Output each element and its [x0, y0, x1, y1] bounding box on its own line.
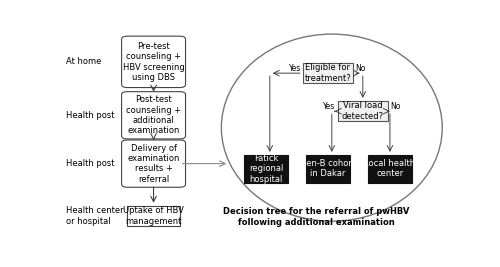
Text: Delivery of
examination
results +
referral: Delivery of examination results + referr…	[128, 144, 180, 184]
FancyBboxPatch shape	[368, 155, 412, 183]
Text: At home: At home	[66, 57, 102, 66]
FancyBboxPatch shape	[244, 155, 288, 183]
FancyBboxPatch shape	[122, 36, 186, 88]
FancyBboxPatch shape	[338, 101, 388, 121]
Text: Uptake of HBV
management: Uptake of HBV management	[123, 206, 184, 226]
Text: Eligible for
treatment?: Eligible for treatment?	[304, 64, 352, 83]
FancyBboxPatch shape	[306, 155, 350, 183]
Text: Health center
or hospital: Health center or hospital	[66, 206, 124, 226]
Text: Viral load
detected?: Viral load detected?	[342, 101, 384, 121]
FancyBboxPatch shape	[303, 63, 353, 83]
Text: Yes: Yes	[288, 64, 301, 73]
Text: Health post: Health post	[66, 111, 115, 120]
Text: No: No	[355, 64, 366, 73]
FancyBboxPatch shape	[128, 206, 180, 226]
Text: Sen-B cohort
in Dakar: Sen-B cohort in Dakar	[301, 159, 355, 178]
Text: Pre-test
counseling +
HBV screening
using DBS: Pre-test counseling + HBV screening usin…	[122, 42, 184, 82]
FancyBboxPatch shape	[122, 92, 186, 139]
Text: Post-test
counseling +
additional
examination: Post-test counseling + additional examin…	[126, 95, 181, 135]
FancyBboxPatch shape	[122, 140, 186, 187]
Text: No: No	[390, 101, 400, 111]
Text: Fatick
regional
hospital: Fatick regional hospital	[249, 154, 283, 184]
Text: Yes: Yes	[324, 101, 336, 111]
Text: Health post: Health post	[66, 159, 115, 168]
Text: Decision tree for the referral of pwHBV
following additional examination: Decision tree for the referral of pwHBV …	[223, 207, 410, 227]
Text: Local health
center: Local health center	[364, 159, 416, 178]
